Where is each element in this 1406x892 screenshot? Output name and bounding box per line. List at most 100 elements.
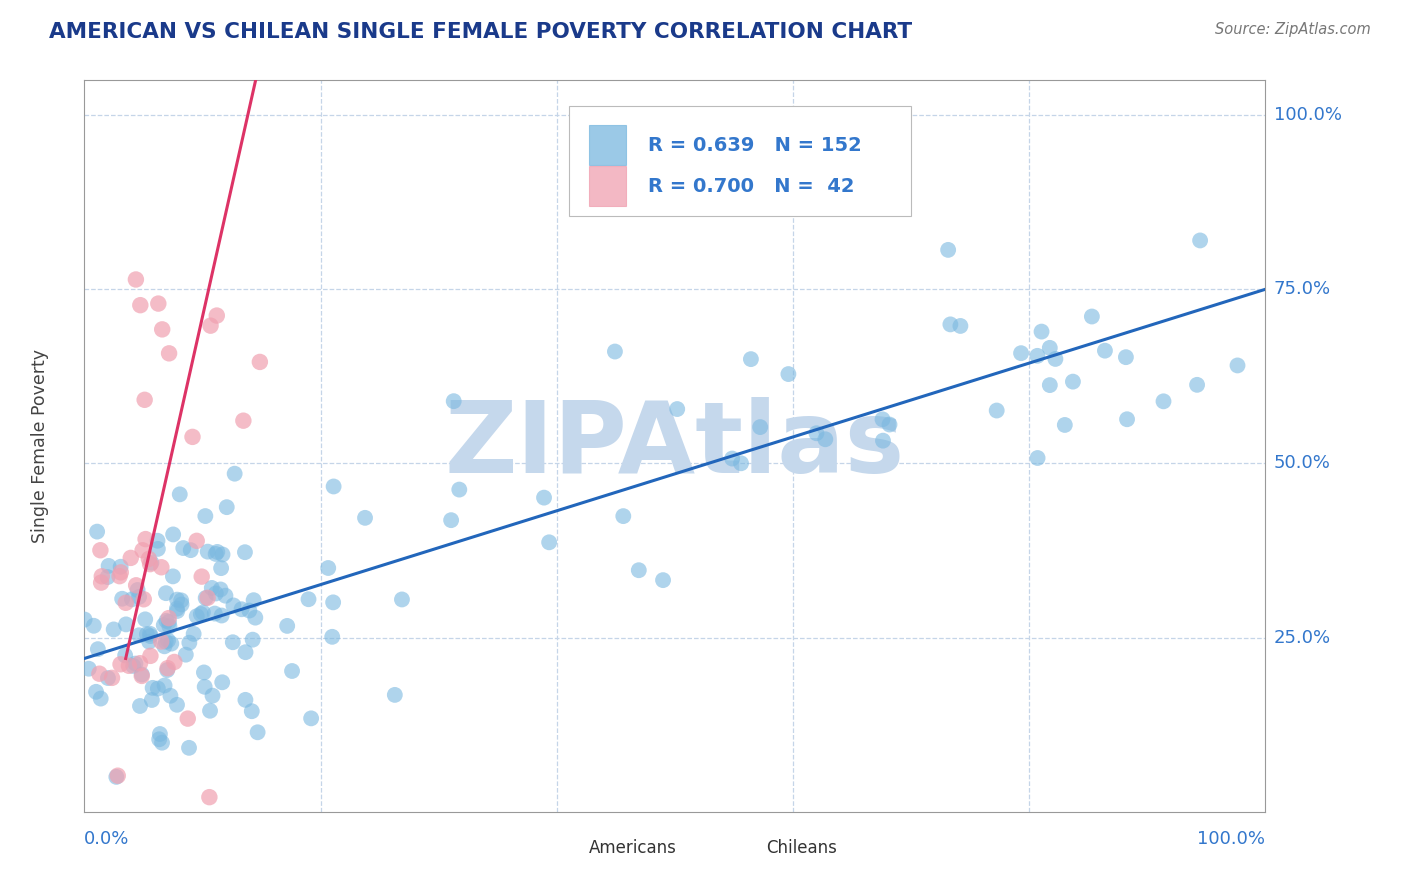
Point bbox=[129, 657, 152, 671]
Point bbox=[721, 451, 744, 466]
Text: Source: ZipAtlas.com: Source: ZipAtlas.com bbox=[1215, 22, 1371, 37]
Point bbox=[1053, 417, 1076, 432]
Point bbox=[170, 593, 193, 607]
Point bbox=[242, 593, 264, 607]
Point bbox=[111, 591, 134, 606]
Text: 25.0%: 25.0% bbox=[1274, 629, 1331, 647]
Point bbox=[115, 617, 138, 632]
Point bbox=[209, 582, 232, 597]
Text: R = 0.639   N = 152: R = 0.639 N = 152 bbox=[648, 136, 862, 155]
Text: Single Female Poverty: Single Female Poverty bbox=[31, 349, 49, 543]
Point bbox=[949, 318, 972, 333]
Point bbox=[97, 558, 120, 573]
Point bbox=[107, 769, 129, 783]
Point bbox=[110, 566, 132, 580]
Point bbox=[322, 479, 344, 493]
Point bbox=[160, 637, 183, 651]
Point bbox=[1226, 359, 1249, 373]
Point bbox=[150, 634, 173, 648]
Text: ZIPAtlas: ZIPAtlas bbox=[444, 398, 905, 494]
Point bbox=[129, 298, 152, 312]
FancyBboxPatch shape bbox=[551, 834, 576, 863]
Point bbox=[127, 582, 149, 597]
Point bbox=[814, 432, 837, 446]
Point bbox=[242, 632, 264, 647]
Point bbox=[1115, 350, 1137, 364]
Point bbox=[155, 634, 177, 648]
Point bbox=[128, 590, 150, 604]
Point bbox=[316, 561, 339, 575]
Point bbox=[538, 535, 561, 549]
Point bbox=[204, 607, 226, 621]
Point bbox=[245, 610, 267, 624]
Text: 75.0%: 75.0% bbox=[1274, 280, 1331, 298]
Point bbox=[211, 608, 233, 623]
Point bbox=[603, 344, 626, 359]
Point bbox=[135, 532, 157, 546]
Point bbox=[205, 309, 228, 323]
Point bbox=[652, 573, 675, 587]
Point bbox=[1010, 346, 1032, 360]
Point bbox=[986, 403, 1008, 417]
Point bbox=[90, 691, 112, 706]
Point bbox=[174, 648, 197, 662]
Point bbox=[249, 355, 271, 369]
Point bbox=[149, 727, 172, 741]
Point bbox=[246, 725, 269, 739]
Point bbox=[181, 430, 204, 444]
Point bbox=[232, 414, 254, 428]
Point bbox=[235, 645, 257, 659]
Point bbox=[384, 688, 406, 702]
Point bbox=[612, 509, 634, 524]
Point bbox=[166, 604, 188, 618]
FancyBboxPatch shape bbox=[589, 125, 627, 166]
Point bbox=[101, 671, 124, 685]
Text: 100.0%: 100.0% bbox=[1198, 830, 1265, 848]
Point bbox=[139, 648, 162, 663]
Point bbox=[162, 569, 184, 583]
Text: Chileans: Chileans bbox=[766, 839, 837, 857]
Point bbox=[162, 527, 184, 541]
Point bbox=[131, 667, 153, 681]
Point bbox=[179, 636, 201, 650]
Text: AMERICAN VS CHILEAN SINGLE FEMALE POVERTY CORRELATION CHART: AMERICAN VS CHILEAN SINGLE FEMALE POVERT… bbox=[49, 22, 912, 42]
Point bbox=[354, 511, 377, 525]
Point bbox=[1039, 341, 1062, 355]
Point bbox=[194, 509, 217, 524]
Point bbox=[209, 561, 232, 575]
Point bbox=[186, 533, 208, 548]
Point bbox=[138, 634, 160, 648]
Point bbox=[155, 614, 177, 628]
Point bbox=[97, 671, 120, 685]
Point bbox=[108, 569, 131, 583]
Point bbox=[139, 629, 162, 643]
Point bbox=[321, 630, 343, 644]
Point bbox=[222, 635, 245, 649]
Point bbox=[148, 732, 170, 747]
Point bbox=[84, 685, 107, 699]
Point bbox=[1045, 351, 1067, 366]
Point bbox=[166, 698, 188, 712]
Point bbox=[163, 655, 186, 669]
Point bbox=[215, 500, 238, 515]
Point bbox=[103, 623, 125, 637]
Point bbox=[166, 592, 188, 607]
Point bbox=[89, 543, 111, 558]
Point bbox=[128, 628, 150, 642]
Point bbox=[134, 392, 156, 407]
Point bbox=[134, 612, 156, 626]
Point bbox=[749, 420, 772, 434]
Point bbox=[193, 665, 215, 680]
Point bbox=[235, 693, 257, 707]
Point bbox=[1153, 394, 1175, 409]
Point bbox=[105, 770, 128, 784]
Point bbox=[201, 581, 224, 595]
Point bbox=[148, 296, 170, 310]
Point bbox=[211, 675, 233, 690]
Point bbox=[391, 592, 413, 607]
Point bbox=[440, 513, 463, 527]
Point bbox=[204, 586, 226, 600]
Point bbox=[153, 640, 176, 654]
Point bbox=[146, 681, 169, 696]
Point bbox=[281, 664, 304, 678]
